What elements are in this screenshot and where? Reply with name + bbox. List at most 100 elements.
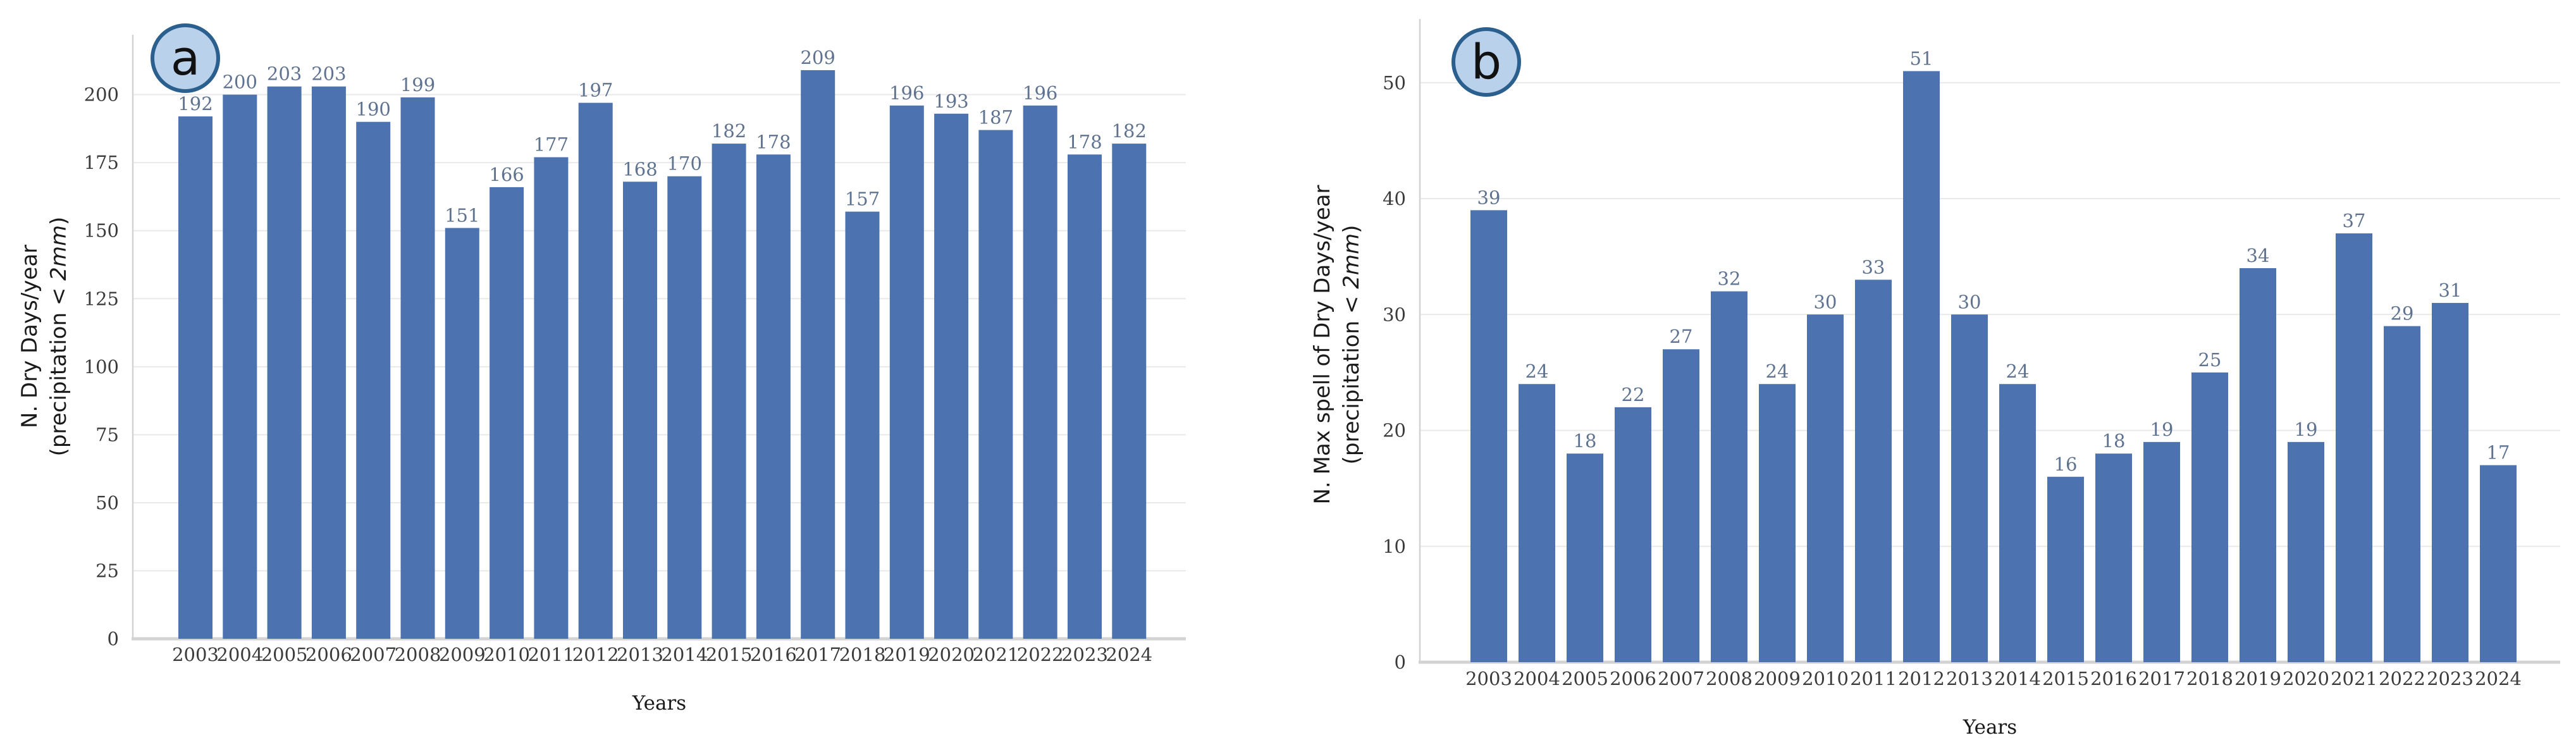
bar bbox=[2288, 441, 2324, 662]
bar-value-label: 200 bbox=[223, 71, 257, 93]
y-tick-label: 10 bbox=[1383, 536, 1406, 557]
bar bbox=[2480, 465, 2517, 662]
bar bbox=[1567, 453, 1603, 662]
bar bbox=[667, 176, 702, 639]
bar-value-label: 31 bbox=[2439, 280, 2462, 301]
bar-value-label: 182 bbox=[1112, 120, 1147, 142]
y-axis-title-part: ) bbox=[46, 217, 71, 225]
bar-value-label: 168 bbox=[622, 158, 657, 180]
y-tick-label: 20 bbox=[1383, 420, 1406, 441]
panel-badge-circle bbox=[151, 23, 220, 93]
x-tick-label: 2022 bbox=[2379, 668, 2425, 689]
bar-value-label: 25 bbox=[2198, 349, 2222, 371]
panel-badge-letter: a bbox=[171, 30, 200, 86]
bar-value-label: 29 bbox=[2391, 303, 2414, 324]
bar bbox=[178, 116, 213, 639]
y-tick-label: 0 bbox=[1395, 651, 1406, 673]
bar bbox=[578, 102, 613, 639]
bar-value-label: 24 bbox=[1766, 361, 1789, 382]
y-axis-title-part: < bbox=[46, 281, 71, 305]
y-axis-title-part: < bbox=[1339, 289, 1364, 314]
bar-value-label: 27 bbox=[1670, 326, 1693, 347]
bar-value-label: 199 bbox=[400, 74, 435, 96]
x-tick-label: 2021 bbox=[972, 644, 1019, 665]
bar-value-label: 16 bbox=[2054, 453, 2078, 475]
x-tick-label: 2018 bbox=[839, 644, 886, 665]
bar bbox=[712, 144, 746, 639]
y-tick-label: 50 bbox=[1383, 72, 1406, 94]
bar bbox=[1807, 314, 1844, 662]
bar-value-label: 22 bbox=[1622, 384, 1645, 405]
bar bbox=[2047, 476, 2084, 662]
x-tick-label: 2020 bbox=[928, 644, 975, 665]
y-tick-label: 75 bbox=[96, 424, 119, 445]
y-tick-label: 200 bbox=[84, 84, 119, 106]
y-axis-title-part: ) bbox=[1339, 225, 1364, 233]
bar-value-label: 190 bbox=[356, 99, 391, 120]
bar bbox=[1663, 349, 1699, 662]
bar bbox=[1903, 71, 1940, 662]
bar-value-label: 33 bbox=[1862, 256, 1885, 278]
bar-value-label: 203 bbox=[311, 63, 346, 85]
bar-value-label: 30 bbox=[1814, 291, 1837, 312]
x-tick-label: 2012 bbox=[1898, 668, 1945, 689]
x-tick-label: 2024 bbox=[2475, 668, 2522, 689]
bar-value-label: 209 bbox=[801, 47, 835, 68]
bar bbox=[1615, 407, 1651, 662]
y-axis-title-line2: (precipitation < 2mm) bbox=[46, 217, 71, 457]
bar-value-label: 24 bbox=[1525, 361, 1549, 382]
x-tick-label: 2005 bbox=[261, 644, 308, 665]
y-axis-title-part: 2mm bbox=[46, 225, 71, 281]
bar-value-label: 187 bbox=[978, 107, 1013, 128]
bar-value-label: 18 bbox=[2102, 430, 2126, 452]
x-tick-label: 2006 bbox=[1610, 668, 1656, 689]
bar-value-label: 24 bbox=[2006, 361, 2030, 382]
x-tick-label: 2016 bbox=[750, 644, 797, 665]
bar bbox=[1951, 314, 1988, 662]
bar bbox=[845, 211, 880, 639]
bar-value-label: 178 bbox=[756, 131, 791, 152]
y-tick-label: 100 bbox=[84, 356, 119, 378]
bar-value-label: 177 bbox=[534, 134, 569, 156]
y-tick-label: 40 bbox=[1383, 188, 1406, 209]
bar-chart-panel-b: 0 10 20 30 40 50 39 2003 24 2004 18 2005 22 2006 27 200… bbox=[1310, 19, 2560, 739]
bar-value-label: 19 bbox=[2295, 419, 2318, 440]
x-tick-label: 2003 bbox=[1465, 668, 1512, 689]
x-tick-label: 2015 bbox=[706, 644, 753, 665]
bar-chart-panel-a: 0 25 50 75 100 125 150 175 200 192 2003 200 2004 203 2… bbox=[17, 23, 1186, 715]
bar-value-label: 157 bbox=[845, 188, 880, 210]
x-tick-label: 2014 bbox=[661, 644, 708, 665]
y-axis-title-part: (precipitation bbox=[46, 305, 71, 456]
bar bbox=[889, 105, 924, 639]
bar bbox=[490, 187, 524, 639]
y-tick-label: 125 bbox=[84, 288, 119, 309]
bar bbox=[2432, 302, 2468, 663]
x-tick-label: 2007 bbox=[350, 644, 397, 665]
bar bbox=[534, 157, 569, 639]
bar bbox=[1519, 384, 1555, 662]
bar-value-label: 17 bbox=[2487, 441, 2510, 463]
bar bbox=[311, 86, 346, 639]
bar-value-label: 18 bbox=[1574, 430, 1597, 452]
x-tick-label: 2004 bbox=[216, 644, 263, 665]
bar bbox=[1470, 210, 1507, 663]
x-tick-label: 2009 bbox=[439, 644, 486, 665]
x-tick-label: 2006 bbox=[305, 644, 352, 665]
y-axis-title-line1: N. Max spell of Dry Days/year bbox=[1310, 185, 1335, 505]
bar bbox=[1999, 384, 2036, 662]
x-tick-label: 2018 bbox=[2186, 668, 2233, 689]
x-tick-label: 2023 bbox=[1061, 644, 1108, 665]
y-axis-title-part: (precipitation bbox=[1339, 314, 1364, 464]
y-axis-title-line1: N. Dry Days/year bbox=[17, 245, 42, 428]
x-tick-label: 2021 bbox=[2331, 668, 2377, 689]
bar bbox=[934, 113, 969, 639]
x-tick-label: 2010 bbox=[1802, 668, 1849, 689]
bar-value-label: 39 bbox=[1477, 187, 1501, 208]
bar bbox=[2384, 326, 2420, 662]
x-tick-label: 2020 bbox=[2283, 668, 2329, 689]
x-tick-label: 2022 bbox=[1017, 644, 1064, 665]
y-tick-label: 0 bbox=[108, 628, 119, 650]
bar-value-label: 196 bbox=[889, 82, 924, 104]
x-tick-label: 2003 bbox=[172, 644, 219, 665]
